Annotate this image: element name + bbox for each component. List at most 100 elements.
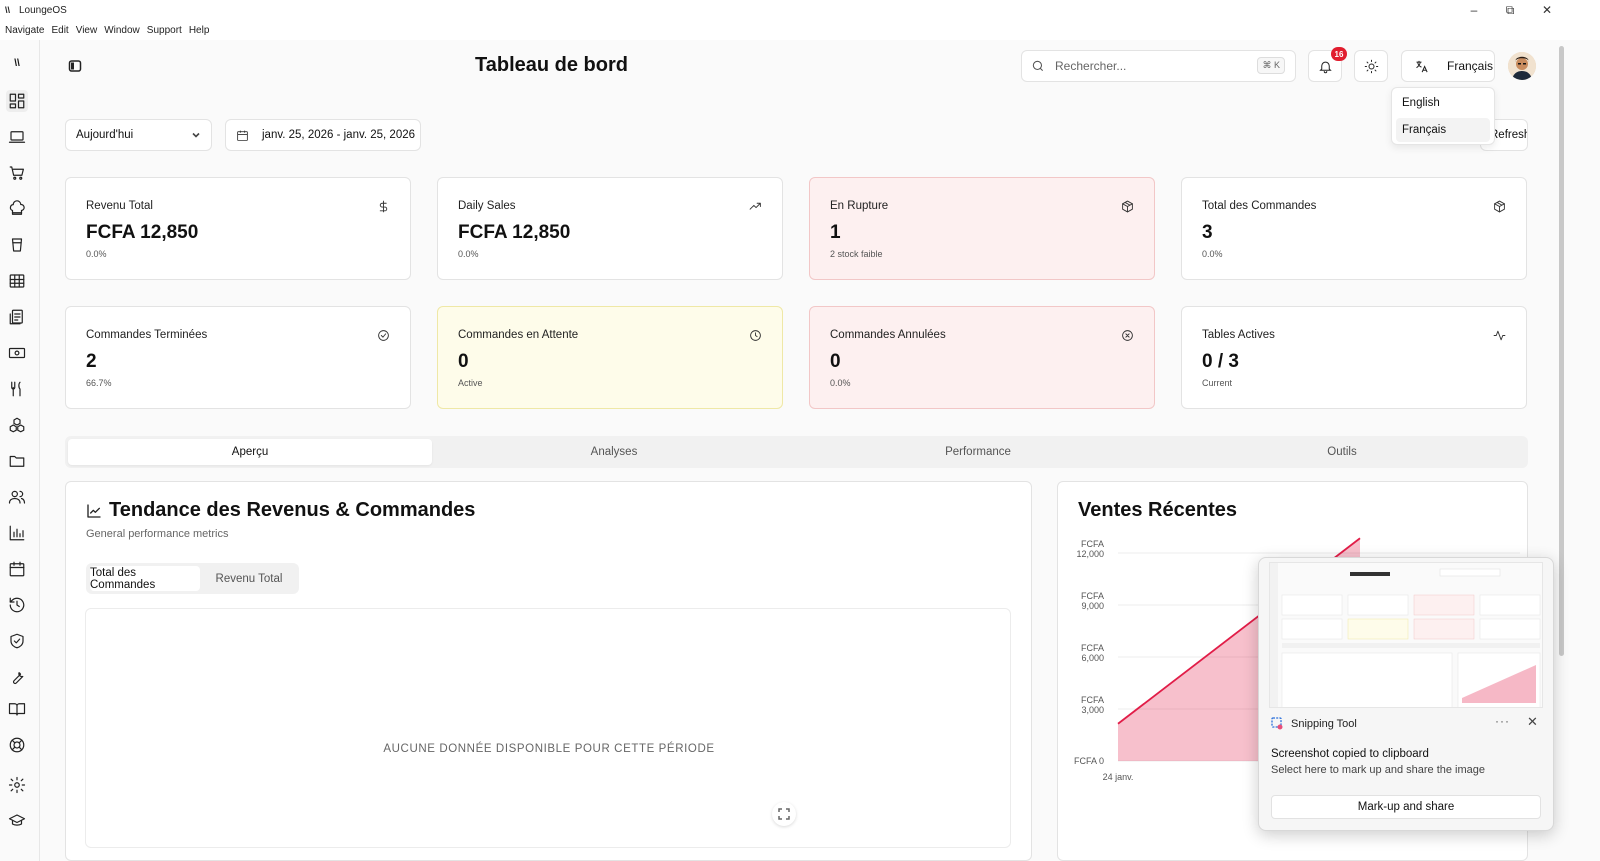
package-icon: [1121, 200, 1134, 213]
y-tick-label: FCFA 9,000: [1081, 591, 1104, 611]
language-option-english[interactable]: English: [1402, 97, 1440, 109]
menu-help[interactable]: Help: [188, 24, 210, 36]
y-tick-label: FCFA 12,000: [1076, 539, 1104, 559]
bar-chart-icon[interactable]: [6, 522, 28, 544]
trend-panel: [65, 481, 1032, 861]
theme-toggle-button[interactable]: [1354, 50, 1388, 82]
period-select[interactable]: Aujourd'hui: [65, 119, 212, 151]
shield-check-icon[interactable]: [6, 630, 28, 652]
stat-card: Total des Commandes 3 0.0%: [1181, 177, 1527, 280]
tab-performance[interactable]: Performance: [945, 446, 1011, 458]
x-circle-icon: [1121, 329, 1134, 342]
more-options-icon[interactable]: ···: [1495, 714, 1510, 728]
stat-label: Tables Actives: [1202, 329, 1275, 341]
menu-bar: Navigate Edit View Window Support Help: [0, 20, 1600, 40]
stat-card: Revenu Total FCFA 12,850 0.0%: [65, 177, 411, 280]
expand-button[interactable]: [772, 802, 796, 826]
page-title: Tableau de bord: [475, 54, 628, 76]
sidebar-logo-icon[interactable]: \\: [14, 57, 20, 69]
date-range-picker[interactable]: janv. 25, 2026 - janv. 25, 2026: [225, 119, 421, 151]
wrench-icon[interactable]: [6, 666, 28, 688]
stat-subtext: Active: [458, 378, 483, 388]
language-dropdown: English Français: [1391, 87, 1495, 145]
folder-icon[interactable]: [6, 450, 28, 472]
utensils-icon[interactable]: [6, 378, 28, 400]
cup-icon[interactable]: [6, 234, 28, 256]
menu-window[interactable]: Window: [104, 24, 140, 36]
stat-value: 0: [458, 351, 469, 372]
book-icon[interactable]: [6, 698, 28, 720]
dollar-icon: [377, 200, 390, 213]
sidebar-toggle-icon[interactable]: [68, 59, 82, 73]
search-icon: [1032, 60, 1044, 72]
sun-icon: [1364, 59, 1378, 73]
markup-share-button[interactable]: Mark-up and share: [1271, 795, 1541, 819]
sidebar: \\: [0, 40, 40, 861]
stat-label: Total des Commandes: [1202, 200, 1317, 212]
expand-icon: [778, 808, 790, 820]
avatar[interactable]: [1508, 52, 1536, 80]
table-icon[interactable]: [6, 270, 28, 292]
cart-icon[interactable]: [6, 162, 28, 184]
search-box[interactable]: ⌘ K: [1021, 50, 1296, 82]
tab-analyses[interactable]: Analyses: [590, 446, 638, 458]
empty-state-message: AUCUNE DONNÉE DISPONIBLE POUR CETTE PÉRI…: [383, 743, 715, 755]
stat-card: En Rupture 1 2 stock faible: [809, 177, 1155, 280]
document-icon[interactable]: [6, 306, 28, 328]
calendar-icon: [237, 130, 248, 141]
graduation-cap-icon[interactable]: [6, 810, 28, 832]
notifications-button[interactable]: 16: [1308, 47, 1347, 82]
menu-support[interactable]: Support: [146, 24, 182, 36]
language-option-francais[interactable]: Français: [1396, 118, 1490, 142]
package-icon: [1493, 200, 1506, 213]
cash-icon[interactable]: [6, 342, 28, 364]
calendar-icon[interactable]: [6, 558, 28, 580]
close-window-button[interactable]: ✕: [1541, 3, 1553, 17]
tab-apercu[interactable]: Aperçu: [68, 439, 432, 465]
y-tick-label: FCFA 6,000: [1081, 643, 1104, 663]
stat-label: Commandes Annulées: [830, 329, 946, 341]
stat-label: Revenu Total: [86, 200, 153, 212]
toast-message: Screenshot copied to clipboard: [1271, 748, 1429, 760]
settings-gear-icon[interactable]: [6, 774, 28, 796]
stat-value: FCFA 12,850: [458, 222, 571, 243]
dashboard-icon[interactable]: [6, 90, 28, 112]
language-button[interactable]: Français: [1401, 50, 1495, 82]
toast-subtext: Select here to mark up and share the ima…: [1271, 764, 1486, 776]
screenshot-thumbnail[interactable]: [1269, 562, 1543, 708]
scrollbar-thumb[interactable]: [1559, 46, 1564, 656]
minimize-button[interactable]: –: [1470, 3, 1478, 17]
chef-hat-icon[interactable]: [6, 198, 28, 220]
trend-panel-title: Tendance des Revenus & Commandes: [109, 499, 476, 521]
toggle-total-orders[interactable]: Total des Commandes: [90, 566, 200, 591]
trend-chart-area: AUCUNE DONNÉE DISPONIBLE POUR CETTE PÉRI…: [85, 608, 1011, 848]
search-input[interactable]: [1055, 59, 1245, 73]
laptop-icon[interactable]: [6, 126, 28, 148]
close-icon[interactable]: ✕: [1527, 714, 1538, 729]
history-icon[interactable]: [6, 594, 28, 616]
menu-edit[interactable]: Edit: [51, 24, 69, 36]
refresh-label: Refresh: [1490, 129, 1528, 141]
notification-badge: 16: [1331, 47, 1347, 61]
tab-outils[interactable]: Outils: [1327, 446, 1357, 458]
period-value: Aujourd'hui: [76, 129, 134, 141]
stat-label: Commandes Terminées: [86, 329, 208, 341]
stat-value: FCFA 12,850: [86, 222, 199, 243]
menu-view[interactable]: View: [75, 24, 98, 36]
bell-icon: [1318, 61, 1332, 73]
translate-icon: [1416, 60, 1428, 72]
toast-app-name: Snipping Tool: [1291, 718, 1357, 730]
stat-card: Daily Sales FCFA 12,850 0.0%: [437, 177, 783, 280]
stat-label: Commandes en Attente: [458, 329, 579, 341]
snipping-tool-toast[interactable]: Snipping Tool ··· ✕ Screenshot copied to…: [1258, 557, 1554, 831]
toggle-total-revenue[interactable]: Revenu Total: [215, 572, 283, 585]
maximize-button[interactable]: ⧉: [1505, 2, 1515, 17]
snipping-tool-icon: [1271, 717, 1283, 730]
users-icon[interactable]: [6, 486, 28, 508]
stat-subtext: Current: [1202, 378, 1233, 388]
menu-navigate[interactable]: Navigate: [5, 24, 45, 36]
lifebuoy-icon[interactable]: [6, 734, 28, 756]
stat-card: Tables Actives 0 / 3 Current: [1181, 306, 1527, 409]
stat-card: Commandes Annulées 0 0.0%: [809, 306, 1155, 409]
boxes-icon[interactable]: [6, 414, 28, 436]
